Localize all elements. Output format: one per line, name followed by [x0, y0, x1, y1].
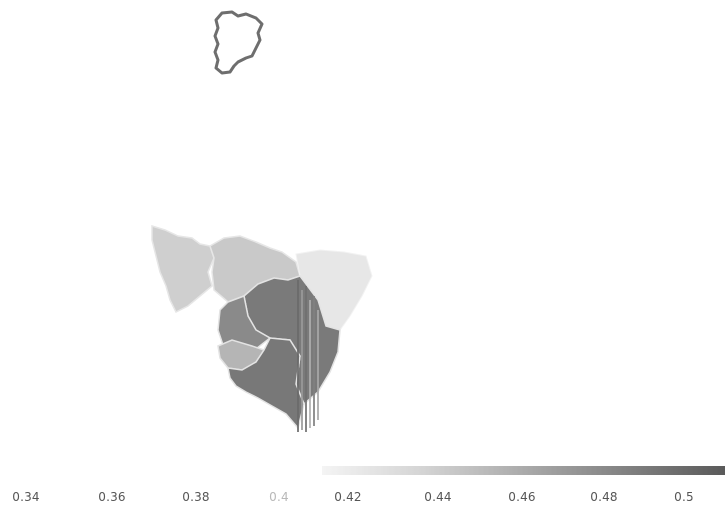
legend-tick-label: 0.4: [269, 490, 289, 504]
region-northwest: [151, 224, 215, 314]
legend-tick-label: 0.46: [508, 490, 536, 504]
legend-tick-label: 0.48: [590, 490, 618, 504]
legend-gradient-bar: [322, 466, 725, 475]
legend-tick-label: 0.38: [182, 490, 210, 504]
legend-tick-label: 0.44: [424, 490, 452, 504]
legend-tick-label: 0.5: [674, 490, 694, 504]
scan-artifact-stripes: [297, 280, 319, 432]
legend-tick-label: 0.36: [98, 490, 126, 504]
legend-tick-label: 0.42: [334, 490, 362, 504]
inset-outline-shape: [213, 10, 264, 75]
region-south: [227, 337, 305, 430]
legend-tick-label: 0.34: [12, 490, 40, 504]
